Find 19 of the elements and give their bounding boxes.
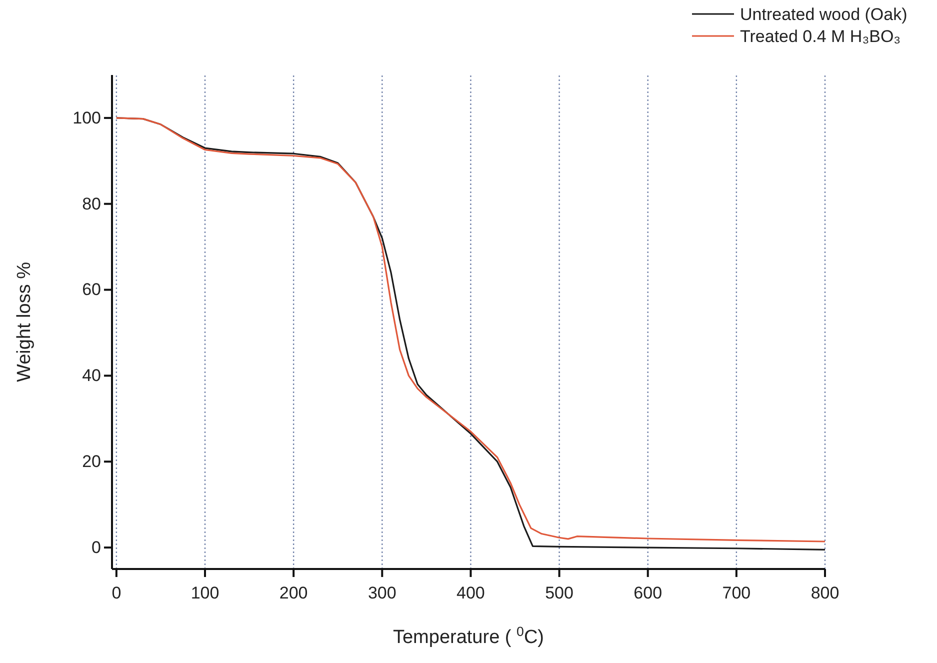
x-tick-label: 300 <box>368 584 396 603</box>
x-tick-label: 0 <box>112 584 122 603</box>
x-tick-label: 600 <box>634 584 662 603</box>
x-tick-label: 200 <box>279 584 308 603</box>
x-tick-label: 700 <box>722 584 751 603</box>
x-tick-label: 800 <box>810 584 840 603</box>
y-tick-label: 40 <box>82 366 101 386</box>
y-tick-label: 100 <box>72 108 101 128</box>
x-axis-title: Temperature ( $^{0}$C) <box>392 624 544 648</box>
x-tick-label: 500 <box>545 584 574 603</box>
y-axis-title: Weight loss % <box>14 262 35 382</box>
y-tick-label: 20 <box>82 452 101 472</box>
legend-label: Treated 0.4 M H₃BO₃ <box>740 27 901 46</box>
y-tick-label: 80 <box>82 194 101 214</box>
x-tick-label: 100 <box>190 584 220 603</box>
y-tick-label: 60 <box>82 280 101 300</box>
legend-label: Untreated wood (Oak) <box>740 5 908 24</box>
x-tick-label: 400 <box>456 584 485 603</box>
y-tick-label: 0 <box>92 538 101 557</box>
